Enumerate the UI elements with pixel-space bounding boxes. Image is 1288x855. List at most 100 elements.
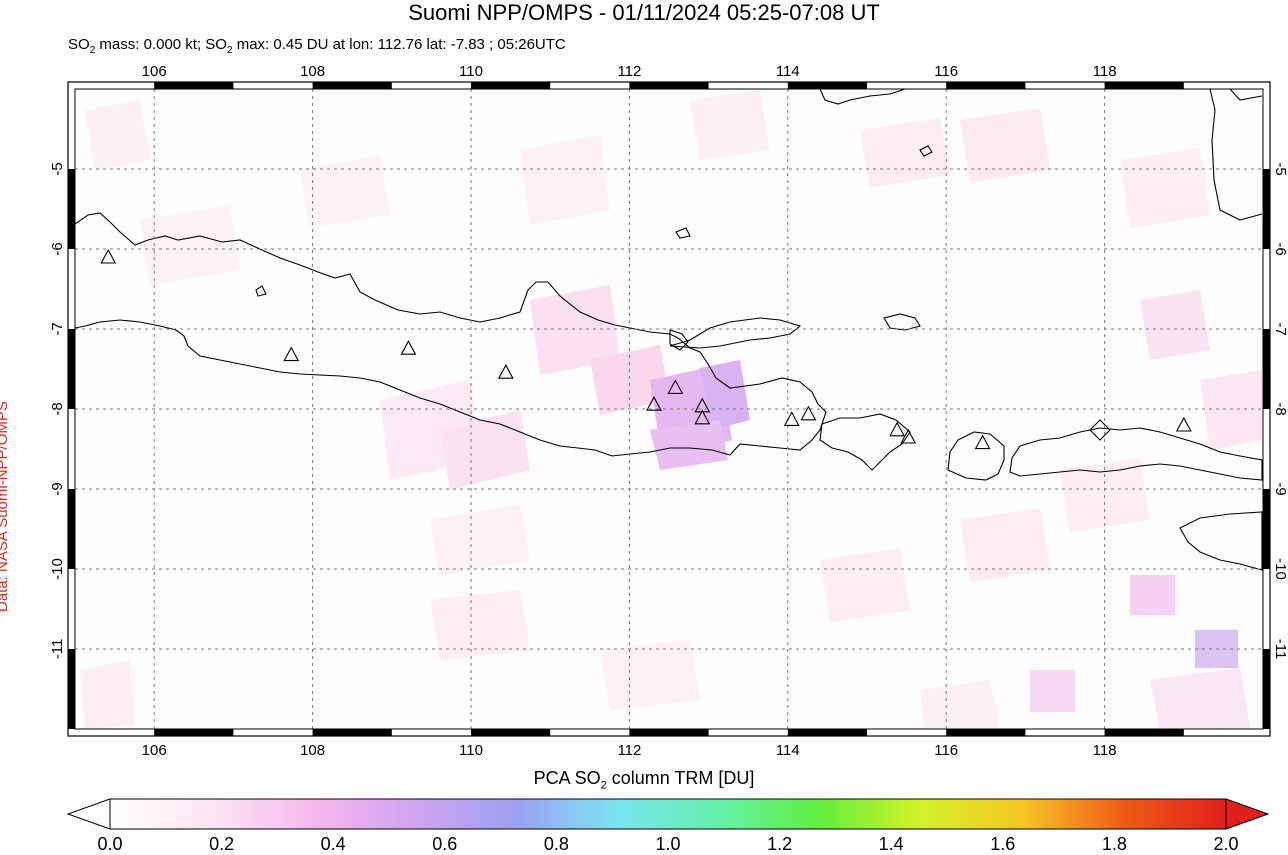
lat-label-right: -6 [1272, 242, 1288, 255]
lon-label-top: 118 [1093, 63, 1117, 80]
so2-pixel [1150, 668, 1250, 729]
frame-segment-top [312, 82, 392, 89]
frame-segment-bottom [154, 729, 234, 736]
so2-summary-part3: max: 0.45 DU at lon: 112.76 lat: -7.83 ;… [232, 36, 566, 53]
frame-segment-bottom [1104, 729, 1184, 736]
sumbawa-island-outline [1009, 427, 1263, 481]
volcano-triangle-icon [783, 411, 800, 426]
madura-island-outline [669, 317, 802, 349]
so2-summary-part2: mass: 0.000 kt; SO [95, 36, 227, 53]
lon-label-bottom: 112 [617, 742, 641, 759]
so2-pixel [690, 90, 770, 160]
coastlines [75, 89, 1263, 571]
lat-label-right: -10 [1272, 558, 1288, 580]
lon-label-top: 116 [934, 63, 958, 80]
frame-segment-top [154, 82, 234, 89]
so2-summary: SO2 mass: 0.000 kt; SO2 max: 0.45 DU at … [68, 36, 566, 56]
so2-pixel [1140, 290, 1210, 360]
small-island-outline [919, 145, 933, 157]
colorbar-tick-label: 2.0 [1213, 834, 1239, 854]
volcano-triangle-icon [497, 364, 514, 379]
frame-segment-top [629, 82, 709, 89]
sulawesi-coast [1209, 89, 1263, 221]
sulawesi-coast-north [1229, 89, 1263, 101]
lon-label-bottom: 108 [300, 742, 325, 759]
map-frame-ticks [68, 82, 1270, 736]
so2-pixel [960, 508, 1050, 582]
so2-pixel [860, 118, 950, 188]
kangean-island-outline [883, 313, 921, 331]
so2-pixel [600, 640, 700, 710]
frame-segment-right [1263, 169, 1270, 249]
so2-pixel [85, 100, 150, 170]
lon-label-bottom: 118 [1093, 742, 1117, 759]
lon-label-bottom: 114 [776, 742, 800, 759]
so2-pixel [1130, 575, 1175, 615]
so2-pixel [650, 420, 728, 470]
borneo-south-coast [819, 89, 906, 105]
lat-label-right: -11 [1272, 639, 1288, 660]
volcano-triangle-icon [900, 428, 917, 444]
colorbar-high-arrow [1225, 798, 1270, 830]
so2-pixel [920, 680, 1000, 729]
frame-segment-bottom [312, 729, 392, 736]
so2-pixel [300, 155, 390, 228]
frame-segment-bottom [629, 729, 709, 736]
so2-pixel [530, 285, 620, 375]
frame-segment-top [787, 82, 867, 89]
frame-segment-top [946, 82, 1026, 89]
so2-pixel [440, 410, 530, 490]
sumba-island-outline [1179, 511, 1263, 571]
colorbar-tick-label: 1.4 [878, 834, 904, 854]
frame-segment-top [1104, 82, 1184, 89]
colorbar-tick-label: 0.2 [209, 834, 235, 854]
frame-segment-right [1263, 329, 1270, 409]
so2-pixel [520, 135, 610, 225]
volcano-triangle-icon [283, 346, 300, 362]
lon-label-bottom: 110 [459, 742, 483, 759]
so2-pixel [80, 660, 135, 729]
so2-summary-part1: SO [68, 36, 90, 53]
colorbar-title-sub: 2 [600, 779, 607, 792]
so2-pixel [1120, 148, 1210, 228]
lat-label-left: -5 [49, 162, 66, 175]
so2-summary-sub1: 2 [89, 45, 96, 56]
colorbar-title-part2: column TRM [DU] [606, 768, 755, 788]
so2-pixel [430, 505, 530, 575]
frame-segment-left [68, 649, 75, 729]
lat-label-left: -11 [49, 639, 66, 660]
bali-island-outline [819, 413, 911, 471]
frame-segment-bottom [471, 729, 551, 736]
frame-segment-top [471, 82, 551, 89]
small-island-outline [669, 329, 689, 351]
colorbar [66, 798, 1270, 830]
so2-pixel [430, 590, 530, 660]
volcano-triangle-icon [100, 248, 117, 264]
frame-segment-bottom [946, 729, 1026, 736]
frame-segment-left [68, 169, 75, 249]
colorbar-border [109, 798, 1227, 830]
lon-label-bottom: 116 [934, 742, 958, 759]
java-island-outline [75, 212, 827, 457]
frame-segment-left [68, 329, 75, 409]
lat-label-left: -10 [49, 558, 66, 580]
so2-summary-sub2: 2 [226, 45, 233, 56]
lon-label-top: 114 [776, 63, 800, 80]
frame-segment-right [1263, 489, 1270, 569]
lat-label-right: -7 [1272, 322, 1288, 335]
lat-label-left: -6 [49, 242, 66, 255]
so2-pixel [960, 108, 1050, 182]
lat-label-left: -7 [49, 322, 66, 335]
colorbar-tick-label: 0.8 [543, 834, 569, 854]
axis-labels: 106 106 108 108 110 110 112 112 114 114 116 116 118 1… [49, 63, 1288, 759]
frame-segment-bottom [787, 729, 867, 736]
volcano-triangle-icon [646, 396, 662, 411]
colorbar-tick-label: 0.4 [320, 834, 346, 854]
volcano-triangle-icon [889, 421, 906, 437]
colorbar-tick-label: 1.2 [767, 834, 793, 854]
colorbar-tick-label: 0.0 [97, 834, 123, 854]
volcano-triangle-icon [667, 379, 684, 394]
colorbar-title: PCA SO2 column TRM [DU] [0, 768, 1288, 792]
frame-segment-left [68, 489, 75, 569]
